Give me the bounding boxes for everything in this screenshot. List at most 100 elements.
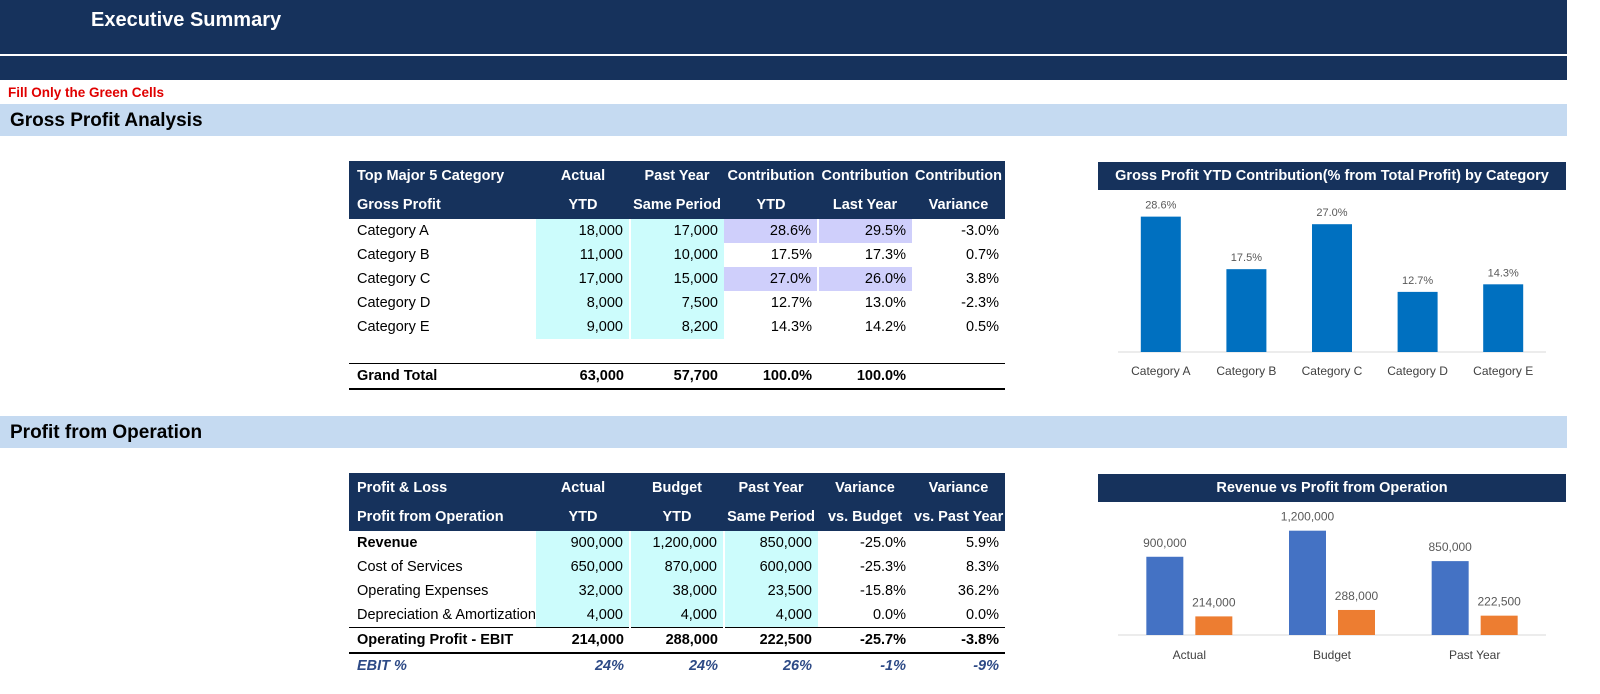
chart-bar-profit (1338, 609, 1375, 635)
cell-contribution-last-year: 14.2% (864, 319, 906, 335)
chart-tick-label: Category B (1216, 364, 1276, 378)
input-cell-past-year[interactable]: 10,000 (630, 243, 724, 267)
cell-variance-budget: -25.0% (860, 535, 906, 551)
ebit-actual: 24% (594, 658, 624, 674)
input-cell-actual[interactable]: 8,000 (536, 291, 631, 315)
input-cell-actual[interactable]: 11,000 (536, 243, 631, 267)
input-cell-actual[interactable]: 32,000 (536, 579, 631, 603)
cell-contribution-variance: -3.0% (961, 223, 999, 239)
chart-bar (1483, 284, 1524, 352)
input-cell-actual[interactable]: 900,000 (536, 531, 631, 555)
input-cell-budget[interactable]: 870,000 (630, 555, 725, 579)
row-label: Category E (357, 319, 430, 335)
chart-bar (1312, 224, 1352, 352)
input-cell-past-year[interactable]: 7,500 (630, 291, 724, 315)
input-cell-past-year[interactable]: 600,000 (724, 555, 818, 579)
input-cell-past-year[interactable]: 4,000 (724, 603, 818, 628)
cell-variance-past-year: 0.0% (965, 607, 999, 623)
pl-header-row-2: Profit from Operation YTD YTD Same Perio… (349, 502, 1005, 531)
chart-tick-label: Category E (1473, 364, 1533, 378)
page-title: Executive Summary (91, 9, 282, 31)
input-cell-actual[interactable]: 4,000 (536, 603, 631, 628)
input-cell-actual[interactable]: 9,000 (536, 315, 631, 339)
header-cell: vs. Past Year (912, 502, 1005, 531)
input-cell-past-year[interactable]: 23,500 (724, 579, 818, 603)
cell-contribution-last-year: 17.3% (864, 247, 906, 263)
chart-data-label: 27.0% (1316, 207, 1347, 219)
chart-data-label: 900,000 (1143, 536, 1187, 550)
header-cell: YTD (536, 502, 630, 531)
input-cell-actual[interactable]: 650,000 (536, 555, 631, 579)
cell-variance-past-year: 8.3% (965, 559, 999, 575)
row-label: Category A (357, 223, 429, 239)
cell-variance-budget: 0.0% (872, 607, 906, 623)
profit-loss-table: Profit & Loss Actual Budget Past Year Va… (349, 473, 1005, 678)
row-label: Cost of Services (357, 559, 463, 575)
cell-contribution-variance: -2.3% (961, 295, 999, 311)
pl-header-row-1: Profit & Loss Actual Budget Past Year Va… (349, 473, 1005, 502)
chart-data-label: 14.3% (1488, 267, 1519, 279)
chart-bar (1140, 216, 1181, 352)
contribution-bar-chart: 28.6% Category A 17.5% Category B 27.0% Categ… (1118, 200, 1546, 378)
chart-data-label: 214,000 (1192, 595, 1236, 609)
header-cell: Variance (912, 473, 1005, 502)
table-row: Revenue 900,000 1,200,000 850,000 -25.0%… (349, 531, 1005, 555)
input-cell-budget[interactable]: 4,000 (630, 603, 725, 628)
row-label: Category D (357, 295, 431, 311)
header-cell: YTD (724, 190, 818, 219)
row-label: Revenue (357, 535, 418, 551)
section-title-gross-profit: Gross Profit Analysis (10, 110, 203, 131)
cell-contribution-ytd: 17.5% (770, 247, 812, 263)
table-row: Cost of Services 650,000 870,000 600,000… (349, 555, 1005, 579)
chart-bar-revenue (1146, 556, 1184, 635)
chart-title-revenue-profit: Revenue vs Profit from Operation (1098, 474, 1566, 502)
input-cell-past-year[interactable]: 850,000 (724, 531, 818, 555)
ebit-budget: 24% (688, 658, 718, 674)
total-contribution-last-year: 100.0% (818, 363, 912, 390)
chart-title-contribution: Gross Profit YTD Contribution(% from Tot… (1098, 162, 1566, 190)
row-label: Category B (357, 247, 430, 263)
section-title-operation: Profit from Operation (10, 422, 203, 443)
row-label: Operating Expenses (357, 583, 489, 599)
cell-contribution-last-year: 13.0% (864, 295, 906, 311)
chart-data-label: 850,000 (1428, 540, 1472, 554)
chart-data-label: 17.5% (1231, 252, 1262, 264)
header-cell: vs. Budget (818, 502, 912, 531)
chart-tick-label: Actual (1173, 648, 1206, 662)
input-cell-past-year[interactable]: 15,000 (630, 267, 724, 291)
row-label: Operating Profit - EBIT (349, 627, 536, 654)
chart-bar (1397, 291, 1438, 352)
header-cell: Variance (912, 190, 1005, 219)
total-actual: 63,000 (536, 363, 630, 390)
cell-contribution-last-year: 29.5% (818, 219, 912, 243)
cell-contribution-ytd: 14.3% (770, 319, 812, 335)
cell-contribution-variance: 0.5% (965, 319, 999, 335)
gross-header-row-2: Gross Profit YTD Same Period YTD Last Ye… (349, 190, 1005, 219)
input-cell-actual[interactable]: 18,000 (536, 219, 631, 243)
total-variance-budget: -25.7% (818, 627, 912, 654)
chart-data-label: 222,500 (1477, 595, 1521, 609)
ebit-percent-row: EBIT % 24% 24% 26% -1% -9% (349, 653, 1005, 678)
gross-profit-table: Top Major 5 Category Actual Past Year Co… (349, 161, 1005, 390)
ebit-variance-budget: -1% (880, 658, 906, 674)
table-row: Category D 8,000 7,500 12.7% 13.0% -2.3% (349, 291, 1005, 315)
input-cell-actual[interactable]: 17,000 (536, 267, 631, 291)
total-contribution-ytd: 100.0% (724, 363, 818, 390)
input-cell-past-year[interactable]: 8,200 (630, 315, 724, 339)
section-band-operation (0, 416, 1567, 448)
ebit-past-year: 26% (782, 658, 812, 674)
header-cell: Top Major 5 Category (349, 161, 536, 190)
chart-tick-label: Category A (1131, 364, 1190, 378)
input-cell-budget[interactable]: 1,200,000 (630, 531, 725, 555)
header-cell: Profit from Operation (349, 502, 536, 531)
input-cell-budget[interactable]: 38,000 (630, 579, 725, 603)
input-cell-past-year[interactable]: 17,000 (630, 219, 724, 243)
section-band-gross-profit (0, 104, 1567, 136)
row-label: Category C (357, 271, 431, 287)
row-label: Depreciation & Amortization (357, 607, 536, 623)
header-cell: Past Year (724, 473, 818, 502)
header-cell: Contribution (818, 161, 912, 190)
cell-contribution-ytd: 27.0% (724, 267, 819, 291)
total-past-year: 222,500 (724, 627, 818, 654)
cell-contribution-variance: 0.7% (965, 247, 999, 263)
